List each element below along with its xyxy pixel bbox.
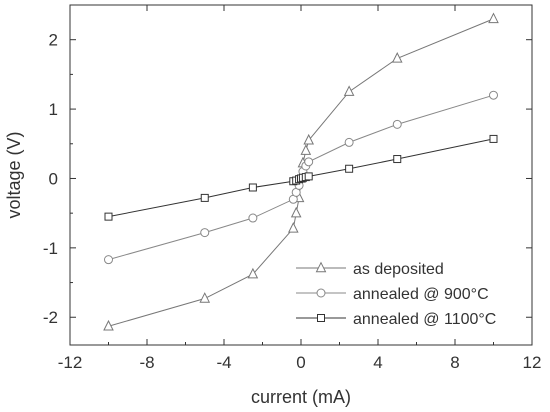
y-tick-label: 0 [49, 169, 58, 188]
series-3 [104, 134, 498, 221]
data-point [391, 52, 403, 63]
legend-label: annealed @ 1100°C [353, 311, 496, 328]
data-point [303, 133, 315, 145]
data-point [392, 119, 402, 129]
legend: as deposited annealed @ 900°C annealed @ 1… [296, 261, 496, 328]
data-point [200, 228, 210, 238]
data-point [104, 212, 113, 221]
series-layer [103, 12, 499, 331]
y-tick-label: 1 [49, 100, 58, 119]
y-tick-label: -1 [43, 239, 58, 258]
data-point [345, 164, 354, 173]
legend-marker [316, 288, 326, 298]
data-point [304, 172, 313, 181]
data-point [247, 267, 259, 279]
x-tick-label: 0 [296, 353, 305, 372]
data-point [489, 90, 498, 100]
x-tick-label: 4 [373, 353, 382, 372]
data-point [344, 137, 354, 147]
x-tick-label: -12 [58, 353, 83, 372]
x-axis-title: current (mA) [251, 387, 351, 407]
y-tick-label: 2 [49, 31, 58, 50]
data-point [300, 144, 312, 155]
data-point [489, 134, 498, 143]
data-point [200, 193, 209, 202]
x-tick-label: -8 [139, 353, 154, 372]
data-point [287, 222, 299, 233]
legend-marker [317, 314, 325, 322]
data-point [248, 213, 258, 223]
data-point [290, 206, 302, 218]
y-tick-label: -2 [43, 308, 58, 327]
data-point [199, 292, 211, 303]
data-point [393, 155, 402, 164]
data-point [248, 183, 257, 192]
data-point [103, 319, 114, 331]
y-axis-title: voltage (V) [4, 131, 24, 218]
legend-label: as deposited [353, 261, 444, 278]
data-point [304, 157, 314, 167]
legend-label: annealed @ 900°C [353, 286, 489, 303]
x-tick-label: 8 [450, 353, 459, 372]
data-point [104, 255, 113, 265]
x-tick-label: -4 [216, 353, 231, 372]
legend-item-3: annealed @ 1100°C [296, 311, 496, 328]
legend-item-2: annealed @ 900°C [296, 286, 489, 303]
data-point [343, 85, 355, 96]
legend-marker [315, 261, 327, 273]
legend-item-1: as deposited [296, 261, 444, 278]
x-tick-label: 12 [523, 353, 542, 372]
data-point [488, 12, 499, 24]
